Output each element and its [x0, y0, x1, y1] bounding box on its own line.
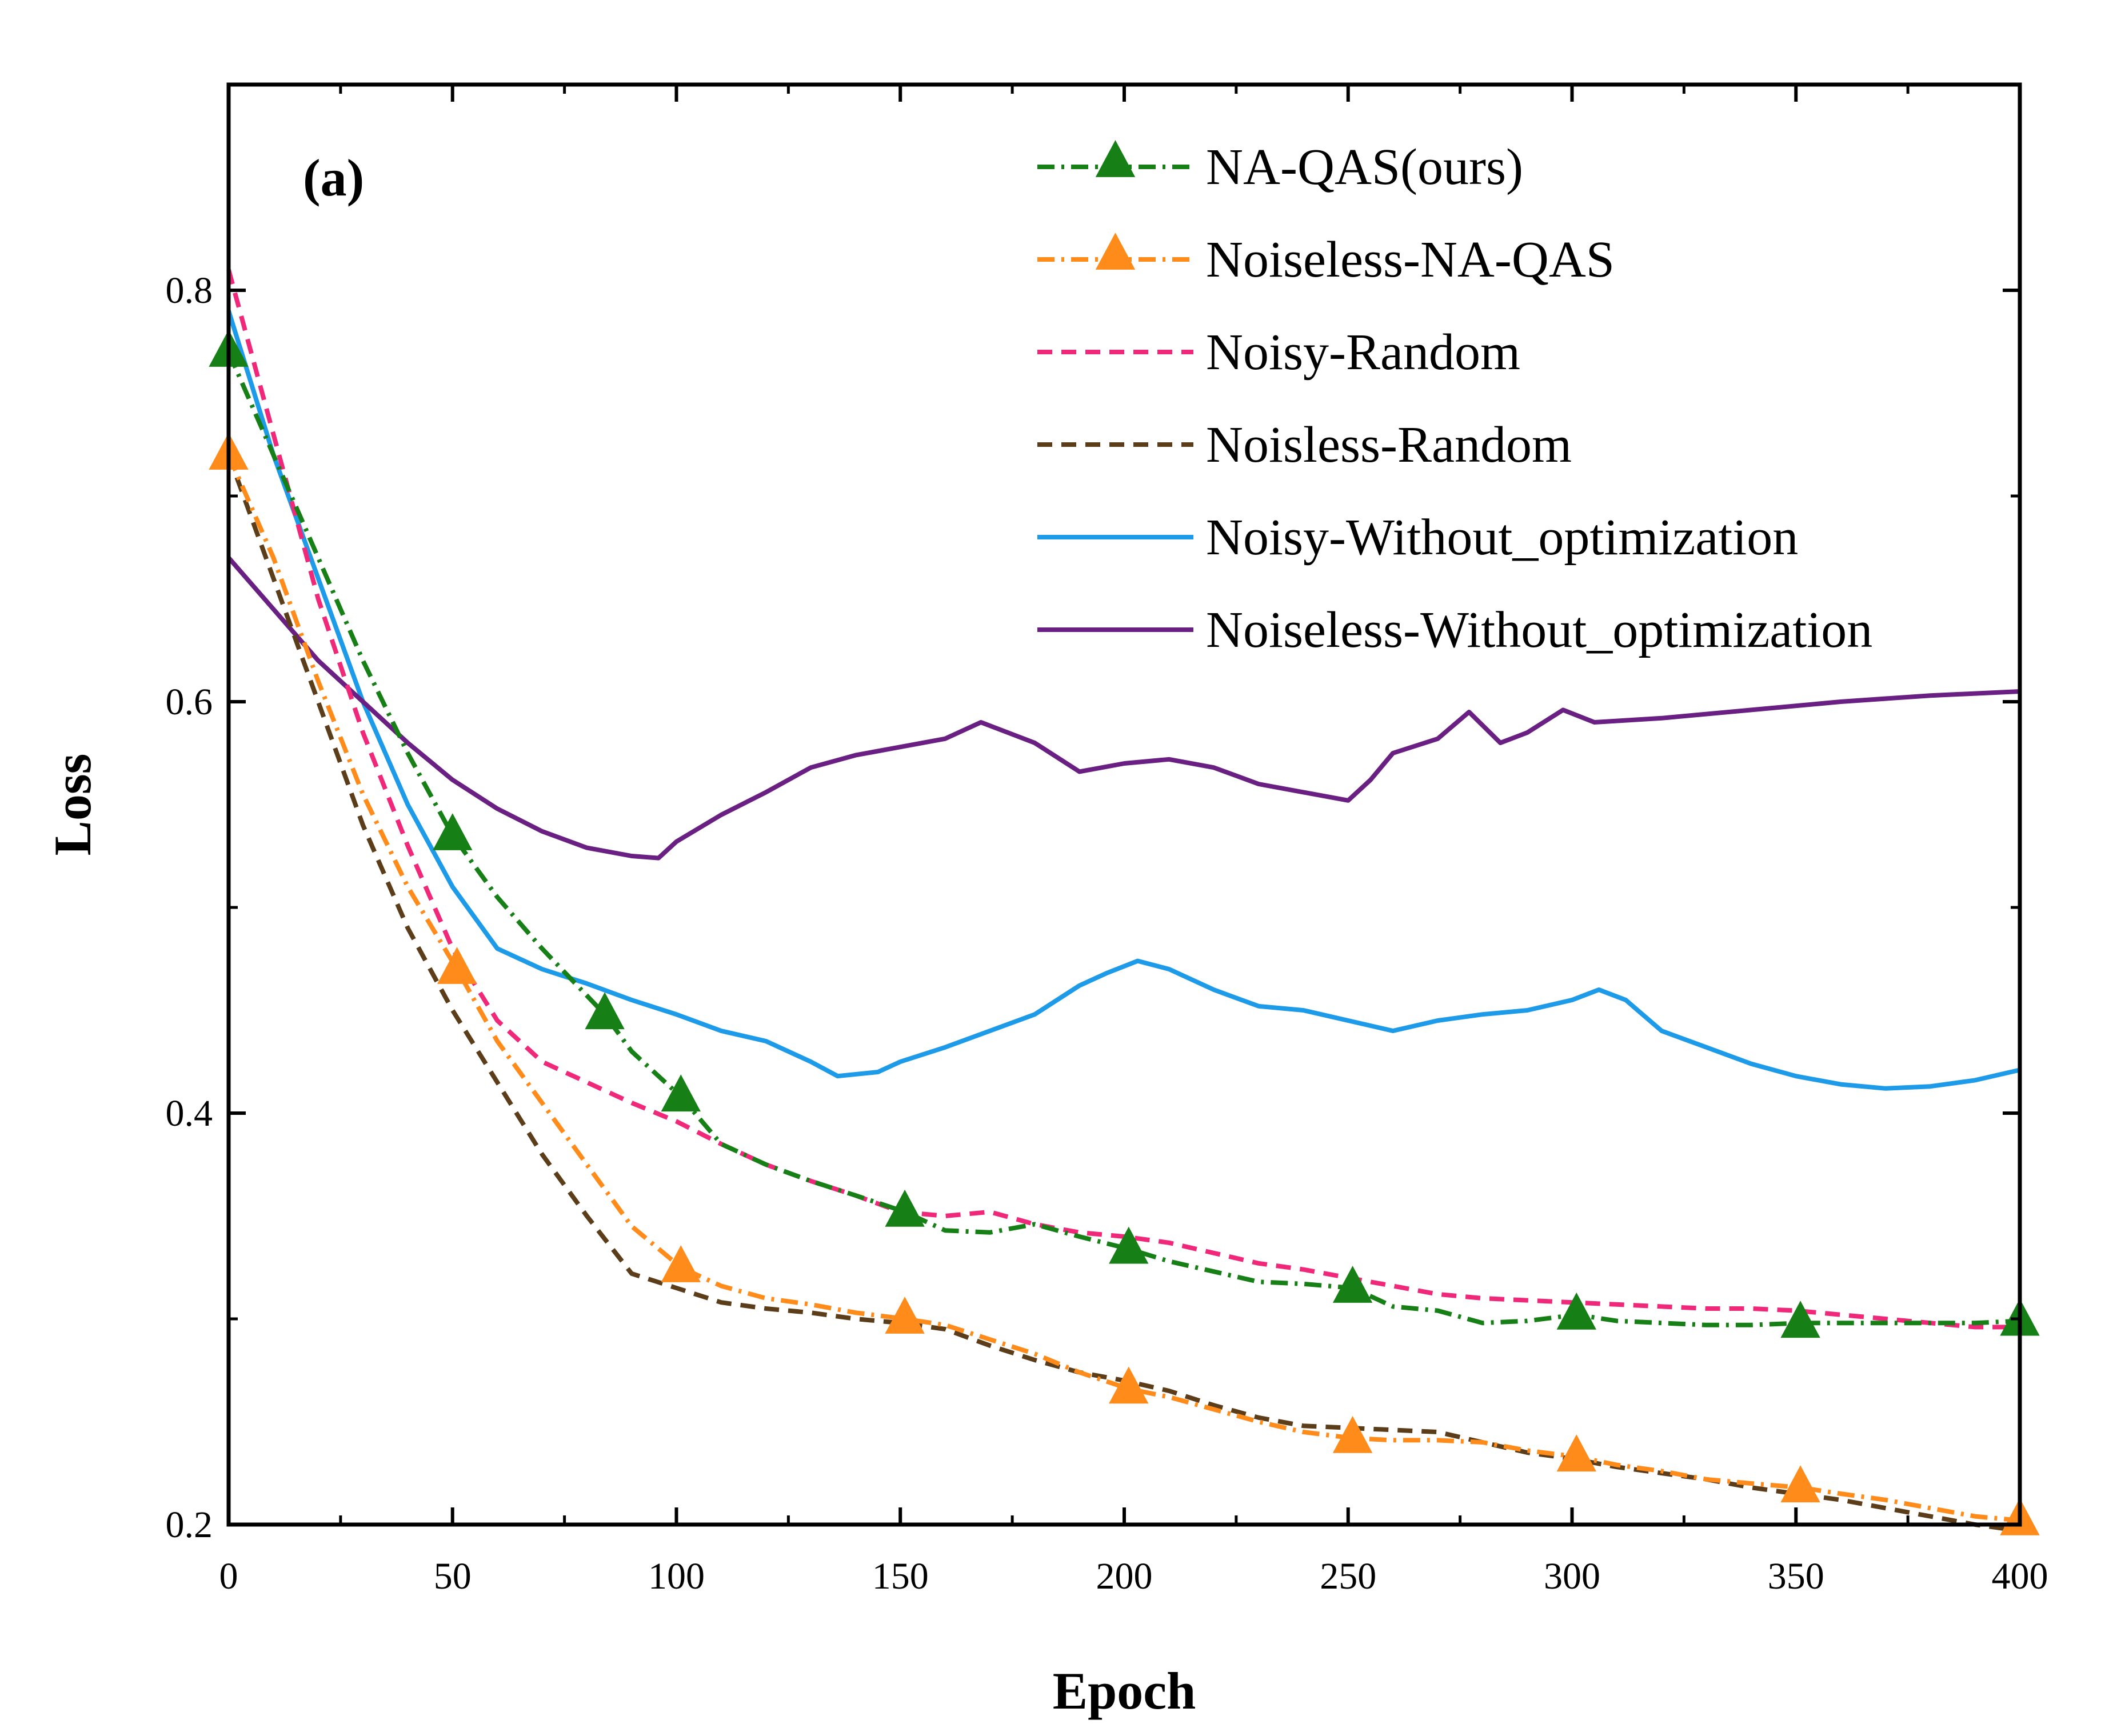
- marker-noiseless-na-qas: [437, 947, 477, 984]
- y-tick-label: 0.2: [166, 1504, 213, 1546]
- x-tick-label: 250: [1320, 1555, 1376, 1597]
- y-tick-label: 0.4: [166, 1093, 213, 1134]
- y-axis-title: Loss: [43, 754, 102, 856]
- y-tick-label: 0.8: [166, 270, 213, 311]
- series-line-na-qas-ours: [226, 351, 2020, 1327]
- legend-label-noisy-without-optimization: Noisy-Without_optimization: [1206, 509, 1798, 566]
- marker-noiseless-na-qas: [661, 1245, 701, 1282]
- series-line-noiseless-without-optimization: [226, 556, 2020, 861]
- legend-label-noiseless-na-qas: Noiseless-NA-QAS: [1206, 231, 1615, 288]
- marker-na-qas-ours: [1780, 1301, 1820, 1338]
- marker-na-qas-ours: [585, 992, 625, 1030]
- marker-noiseless-na-qas: [1109, 1366, 1149, 1404]
- marker-noiseless-na-qas: [1332, 1415, 1373, 1453]
- x-tick-label: 150: [872, 1555, 929, 1597]
- legend-label-noisy-random: Noisy-Random: [1206, 324, 1520, 381]
- legend: NA-QAS(ours) Noiseless-NA-QAS Noisy-Random…: [1037, 139, 1872, 658]
- x-tick-label: 50: [434, 1555, 472, 1597]
- x-axis-title: Epoch: [1053, 1662, 1196, 1720]
- panel-label: (a): [303, 149, 364, 207]
- legend-label-noiseless-without-optimization: Noiseless-Without_optimization: [1206, 602, 1872, 658]
- marker-na-qas-ours: [661, 1074, 701, 1112]
- marker-noiseless-na-qas: [1556, 1434, 1596, 1472]
- legend-marker-noiseless-na-qas: [1095, 233, 1136, 270]
- x-tick-label: 200: [1096, 1555, 1153, 1597]
- legend-marker-na-qas-ours: [1095, 140, 1136, 177]
- marker-na-qas-ours: [433, 813, 473, 850]
- x-tick-label: 0: [219, 1555, 238, 1597]
- marker-na-qas-ours: [885, 1189, 925, 1227]
- y-tick-label: 0.6: [166, 681, 213, 723]
- x-tick-label: 300: [1544, 1555, 1600, 1597]
- marker-na-qas-ours: [1332, 1266, 1373, 1303]
- marker-na-qas-ours: [1556, 1292, 1596, 1330]
- series-line-noisy-without-optimization: [226, 310, 2020, 1091]
- tick-layer: 0 50 100 150 200 250 300 350 400 0.2 0.4 0.6 0.8: [166, 85, 2048, 1597]
- marker-na-qas-ours: [1109, 1226, 1149, 1264]
- legend-label-noisless-random: Noisless-Random: [1206, 417, 1572, 473]
- marker-noiseless-na-qas: [1780, 1465, 1820, 1503]
- marker-noiseless-na-qas: [885, 1297, 925, 1334]
- x-tick-label: 400: [1992, 1555, 2048, 1597]
- x-tick-label: 100: [648, 1555, 705, 1597]
- legend-label-na-qas-ours: NA-QAS(ours): [1206, 139, 1523, 195]
- x-tick-label: 350: [1768, 1555, 1824, 1597]
